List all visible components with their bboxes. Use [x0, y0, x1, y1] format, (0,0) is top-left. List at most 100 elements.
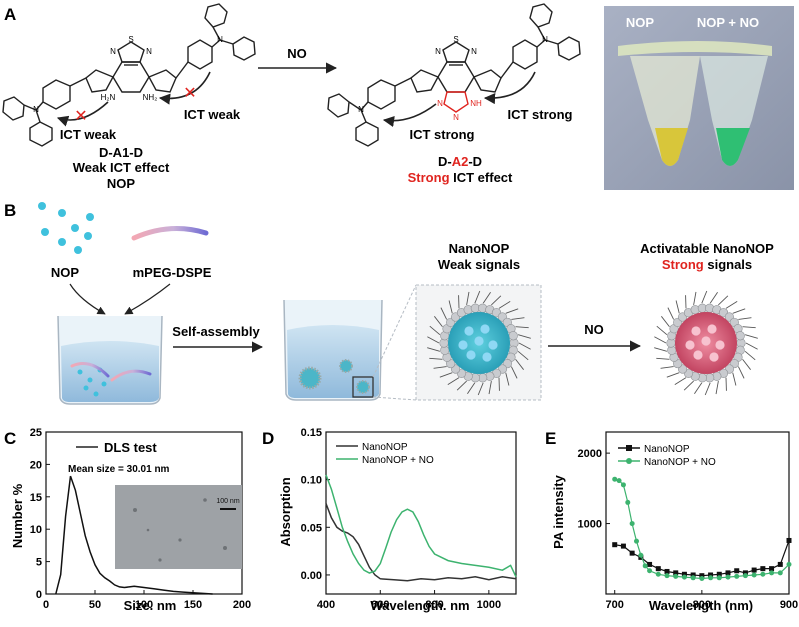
- micelle-payload: [474, 336, 484, 346]
- product-n-right: N: [542, 35, 548, 44]
- data-point-square: [612, 542, 618, 548]
- micelle-tail: [732, 372, 737, 386]
- thiadiazole-n1-left: N: [110, 47, 116, 56]
- chart-e-legend2-marker: [626, 458, 632, 464]
- panel-a: A: [2, 3, 794, 191]
- micelle-payload: [685, 340, 695, 350]
- micelle-tail: [427, 336, 440, 344]
- x-tick-label: 50: [89, 599, 101, 611]
- micelle-payload: [701, 336, 711, 346]
- micelle-tail: [477, 382, 484, 396]
- molecule-product: [327, 3, 581, 147]
- data-point-square: [664, 568, 670, 574]
- chart-c-mean: Mean size = 30.01 nm: [68, 464, 170, 475]
- chart-e-xlabel: Wavelength (nm): [649, 598, 753, 613]
- data-point-circle: [786, 561, 792, 567]
- chart-c: 0 50 100 150 200 0 5 10 15 20 25: [30, 427, 251, 611]
- chart-d: 400 600 800 1000 0.00 0.05 0.10 0.15: [301, 427, 517, 611]
- micelle-payload: [488, 340, 498, 350]
- micelle-payload: [480, 324, 490, 334]
- product-name-pre: D-: [438, 154, 452, 169]
- series-line-1: [325, 503, 517, 582]
- chart-c-legend: DLS test: [104, 440, 157, 455]
- tube-right-solution: [716, 128, 750, 166]
- x-tick-label: 800: [693, 599, 711, 611]
- cross-mark-left: ✕: [74, 108, 87, 125]
- x-tick-label: 700: [606, 599, 624, 611]
- micelle-tail: [517, 350, 529, 361]
- micelle-tail: [456, 380, 467, 391]
- micelle-tail: [656, 325, 668, 336]
- thiadiazole-n2-right: N: [471, 47, 477, 56]
- y-tick-label: 1000: [578, 519, 602, 531]
- micelle-tail: [666, 372, 680, 378]
- mpeg-dspe-strand: [131, 226, 209, 241]
- micelle-tail: [718, 295, 729, 306]
- micelle-tail: [474, 290, 481, 304]
- triazole-n2: N: [453, 113, 459, 122]
- panel-e: E PA intensity Wavelength (nm) 700 800 900…: [545, 429, 798, 613]
- nano-title-1: NanoNOP: [449, 241, 510, 256]
- data-point-circle: [634, 538, 639, 544]
- x-tick-label: 1000: [477, 599, 501, 611]
- act-title-2-red: Strong: [662, 257, 704, 272]
- chart-c-xlabel: Size. nm: [124, 598, 177, 613]
- y-tick-label: 20: [30, 459, 42, 471]
- x-tick-label: 900: [780, 599, 798, 611]
- data-point-square: [708, 572, 714, 578]
- x-tick-label: 100: [135, 599, 153, 611]
- x-tick-label: 400: [317, 599, 335, 611]
- x-tick-label: 150: [184, 599, 202, 611]
- nop-name-line3: NOP: [107, 176, 136, 191]
- data-point-square: [769, 566, 775, 572]
- micelle-tail: [467, 382, 476, 394]
- micelle-tail: [742, 326, 756, 329]
- panel-c-label: C: [4, 429, 16, 448]
- micelle-tail: [429, 357, 443, 360]
- micelle-tail: [466, 291, 470, 306]
- series-line-2: [614, 478, 790, 580]
- data-point-circle: [742, 573, 748, 579]
- data-point-square: [681, 571, 687, 577]
- self-assembly-label: Self-assembly: [172, 324, 260, 339]
- data-point-square: [629, 550, 635, 556]
- tube-right-body: [700, 56, 768, 166]
- micelle-tail: [660, 366, 674, 369]
- cross-mark-right: ✕: [183, 85, 196, 102]
- data-point-circle: [725, 574, 731, 580]
- data-point-square: [655, 566, 661, 572]
- micelle-tail: [439, 372, 453, 378]
- micelle-tail: [656, 357, 670, 360]
- thiadiazole-s-right: S: [453, 35, 458, 44]
- micelle-tail: [654, 336, 667, 344]
- y-tick-label: 15: [30, 492, 42, 504]
- micelle-tail: [518, 334, 531, 339]
- chart-e-legend1: NanoNOP: [644, 444, 690, 455]
- ict-strong-arrow-right: [483, 71, 536, 105]
- triazole-n1: N: [437, 99, 443, 108]
- micelle-tail: [654, 347, 667, 352]
- reaction-arrow-a-label: NO: [287, 46, 307, 61]
- chart-d-ylabel: Absorption: [278, 477, 293, 546]
- data-point-circle: [708, 575, 714, 581]
- micelle-payload: [693, 350, 703, 360]
- micelle-tail: [667, 307, 675, 320]
- ict-strong-left: ICT strong: [410, 127, 475, 142]
- micelle-tail: [488, 380, 492, 395]
- micelle-tail: [433, 366, 447, 369]
- micelle-tail: [511, 317, 525, 320]
- series-line-1: [55, 475, 213, 595]
- data-point-square: [673, 570, 679, 576]
- micelle-tail: [737, 366, 745, 379]
- photo-background: [604, 6, 794, 190]
- micelle-tail: [427, 347, 440, 352]
- beaker-1: [57, 315, 163, 405]
- micelle-weak: [427, 290, 531, 396]
- arrow-mpeg-to-beaker: [124, 283, 171, 315]
- y-tick-label: 0.10: [301, 475, 322, 487]
- chart-e-legend2: NanoNOP + NO: [644, 457, 716, 468]
- series-line-2: [325, 474, 517, 578]
- ict-weak-left: ICT weak: [60, 127, 117, 142]
- act-title-1: Activatable NanoNOP: [640, 241, 774, 256]
- data-point-square: [620, 543, 626, 549]
